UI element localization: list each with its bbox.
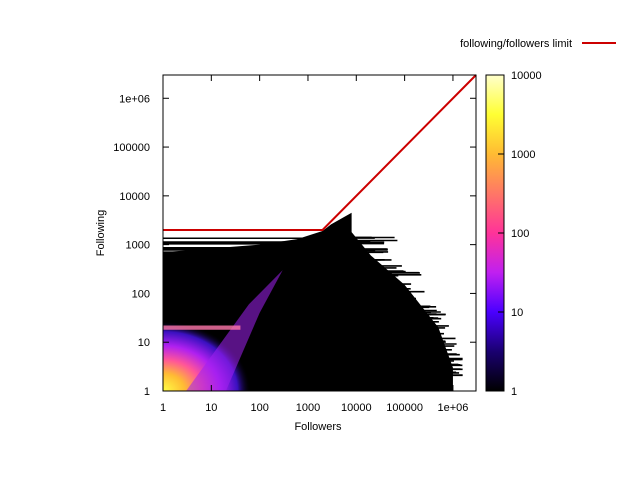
heatmap-band [163,325,241,330]
legend: following/followers limit [460,38,616,50]
colorbar-tick-label: 10000 [511,70,542,82]
y-tick-label: 100000 [113,142,150,154]
x-tick-label: 10 [205,402,217,414]
y-axis: 1 10 100 1000 10000 100000 1e+06 [113,93,476,398]
y-axis-label: Following [95,210,107,256]
colorbar-tick-label: 10 [511,307,523,319]
x-tick-label: 10000 [341,402,372,414]
y-tick-label: 100 [132,288,150,300]
y-tick-label: 1 [144,386,150,398]
y-tick-label: 1000 [126,240,150,252]
legend-label: following/followers limit [460,38,572,50]
y-tick-label: 1e+06 [119,93,150,105]
x-axis: 1 10 100 1000 10000 100000 1e+06 [160,75,468,414]
colorbar-ticks: 1 10 100 1000 10000 [498,70,542,398]
x-tick-label: 1 [160,402,166,414]
y-tick-label: 10 [138,337,150,349]
plot-frame [162,74,477,392]
x-tick-label: 1000 [296,402,320,414]
heatmap [163,212,463,391]
y-tick-label: 10000 [119,191,150,203]
colorbar-tick-label: 1 [511,386,517,398]
x-tick-label: 1e+06 [437,402,468,414]
colorbar-tick-label: 1000 [511,149,535,161]
limit-line [163,74,477,231]
x-tick-label: 100000 [386,402,423,414]
colorbar: 1 10 100 1000 10000 [485,70,542,398]
x-axis-label: Followers [294,421,342,433]
colorbar-tick-label: 100 [511,228,529,240]
heatmap-ridge [186,270,283,391]
x-tick-label: 100 [250,402,268,414]
